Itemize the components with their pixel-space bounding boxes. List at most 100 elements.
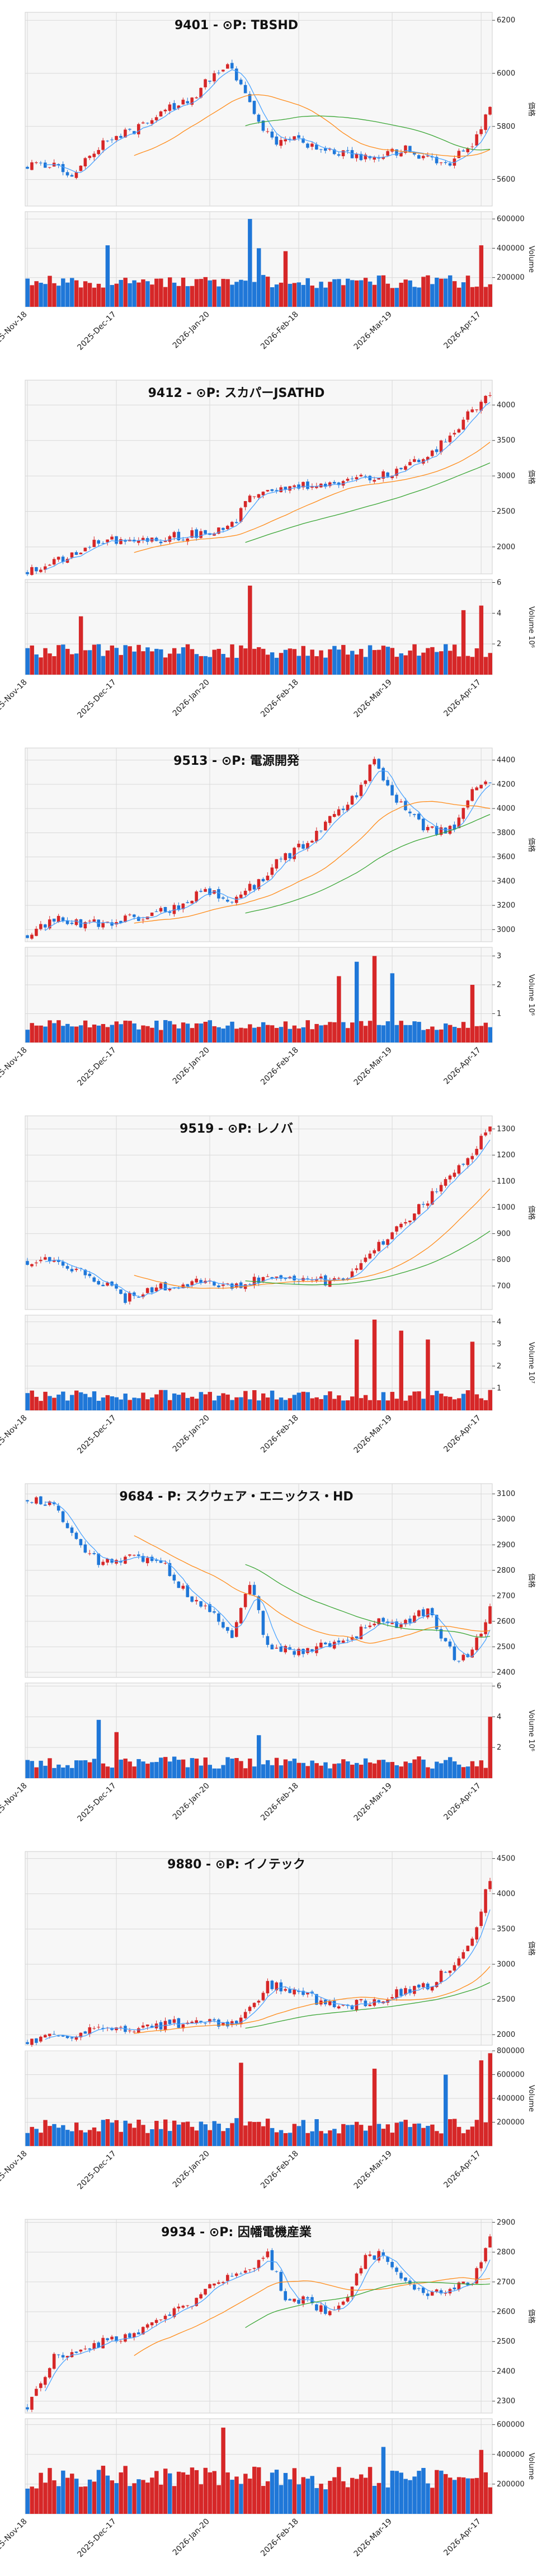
candle-body — [26, 2407, 29, 2410]
candle-body — [70, 553, 74, 558]
volume-bar — [221, 2131, 225, 2146]
price-tick-label: 4000 — [497, 401, 515, 409]
volume-bar — [97, 1026, 101, 1042]
candle-body — [239, 80, 243, 84]
volume-bar — [479, 2060, 483, 2146]
candle-body — [395, 1989, 398, 1998]
volume-bar — [52, 1023, 56, 1042]
volume-tick-label: 600000 — [497, 2071, 525, 2079]
candle-body — [293, 1990, 296, 1994]
volume-bar — [417, 2124, 421, 2146]
volume-bar — [479, 2450, 483, 2514]
price-tick-label: 4400 — [497, 756, 515, 765]
candle-body — [355, 1268, 359, 1270]
volume-bar — [323, 288, 327, 307]
candle-body — [310, 487, 314, 488]
volume-bar — [190, 649, 194, 675]
volume-bar — [92, 1025, 96, 1042]
candle-body — [48, 2034, 51, 2036]
price-tick-label: 2400 — [497, 2367, 515, 2376]
x-tick-label: 2026-Mar-19 — [352, 678, 394, 719]
candle-body — [253, 1585, 256, 1595]
candle-body — [373, 1624, 376, 1625]
candle-body — [128, 914, 131, 915]
candle-body — [217, 889, 220, 899]
candle-body — [142, 538, 145, 540]
volume-bar — [168, 2131, 172, 2146]
chart-title: 9401 - ⊙P: TBSHD — [175, 18, 298, 32]
volume-bar — [190, 1028, 194, 1042]
volume-bar — [119, 2472, 123, 2514]
x-tick-label: 2026-Feb-18 — [259, 1782, 300, 1823]
volume-bar — [323, 1395, 327, 1410]
candle-body — [182, 100, 185, 104]
candle-body — [226, 2022, 229, 2026]
volume-bar — [381, 275, 385, 307]
candle-body — [458, 151, 461, 158]
volume-bar — [302, 1392, 305, 1410]
candle-body — [337, 155, 341, 156]
volume-bar — [243, 1768, 247, 1778]
volume-bar — [306, 1392, 310, 1410]
volume-bar — [136, 1030, 140, 1042]
volume-bar — [359, 1021, 363, 1042]
candle-body — [195, 1279, 198, 1283]
candle-body — [44, 1504, 47, 1506]
volume-tick-label: 200000 — [497, 274, 525, 282]
volume-bar — [270, 1391, 274, 1410]
candle-body — [159, 541, 163, 543]
candle-body — [70, 923, 74, 924]
candle-body — [440, 1971, 443, 1983]
volume-bar — [92, 644, 96, 675]
candle-body — [53, 2034, 56, 2035]
volume-bar — [199, 279, 203, 307]
volume-bar — [30, 1761, 34, 1778]
volume-bar — [52, 283, 56, 307]
volume-bar — [199, 656, 203, 675]
candle-body — [395, 2268, 398, 2271]
candle-body — [48, 167, 51, 168]
candle-body — [133, 2333, 136, 2337]
candle-body — [79, 553, 83, 554]
volume-bar — [261, 275, 265, 307]
volume-bar — [368, 645, 372, 675]
chart-4: 2025-Nov-18 2025-Dec-17 2026-Jan-20 2026-Fe… — [0, 1484, 536, 1824]
volume-bar — [163, 1020, 167, 1042]
volume-bar — [199, 2121, 203, 2146]
candle-body — [462, 808, 465, 819]
volume-bar — [88, 1762, 92, 1778]
volume-bar — [257, 1735, 261, 1778]
candle-body — [222, 1284, 225, 1285]
candle-body — [364, 476, 368, 477]
candle-body — [226, 2275, 229, 2281]
candle-body — [435, 1191, 439, 1192]
volume-bar — [154, 1394, 158, 1410]
candle-body — [279, 1275, 282, 1279]
volume-bar — [145, 1026, 149, 1042]
candle-body — [195, 891, 198, 901]
volume-bar — [115, 284, 119, 307]
volume-bar — [163, 2469, 167, 2514]
candle-body — [244, 85, 247, 93]
candle-body — [30, 2039, 34, 2045]
volume-bar — [150, 1397, 154, 1410]
candle-body — [351, 796, 354, 804]
candle-body — [199, 1601, 202, 1607]
candle-body — [101, 1285, 105, 1286]
price-axis-label: 価格 — [527, 102, 536, 116]
price-tick-label: 1100 — [497, 1177, 515, 1186]
x-tick-label: 2025-Dec-17 — [76, 678, 117, 720]
volume-bar — [221, 1393, 225, 1410]
volume-bar — [328, 1391, 332, 1410]
candle-body — [373, 2255, 376, 2260]
candle-body — [150, 1287, 154, 1292]
volume-bar — [115, 1732, 119, 1778]
candle-body — [119, 136, 123, 138]
volume-bar — [332, 646, 336, 675]
volume-bar — [386, 1762, 390, 1778]
volume-bar — [83, 2133, 87, 2146]
volume-bar — [172, 2121, 176, 2146]
volume-bar — [243, 1028, 247, 1042]
volume-bar — [470, 2479, 474, 2514]
volume-bar — [426, 275, 430, 307]
